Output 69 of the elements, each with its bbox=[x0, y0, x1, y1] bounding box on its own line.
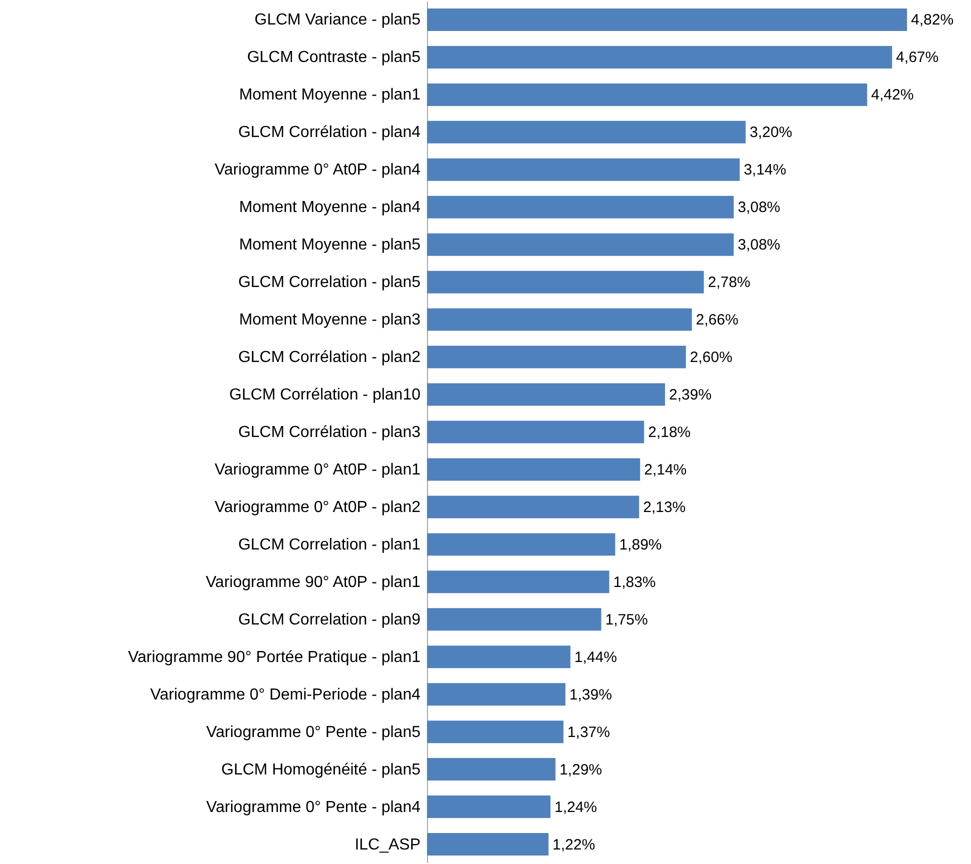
bar bbox=[427, 120, 746, 144]
data-label: 4,42% bbox=[871, 86, 914, 104]
bar bbox=[427, 83, 868, 106]
bar bbox=[427, 796, 550, 818]
bar bbox=[427, 158, 740, 181]
bar bbox=[427, 533, 616, 556]
y-tick-label: Moment Moyenne - plan3 bbox=[239, 312, 421, 329]
y-tick-label: Variogramme 90° Portée Pratique - plan1 bbox=[128, 648, 421, 666]
data-label: 2,39% bbox=[669, 386, 712, 404]
data-label: 3,08% bbox=[738, 236, 780, 254]
data-label: 1,75% bbox=[605, 611, 648, 628]
y-tick-label: Variogramme 0° At0P - plan1 bbox=[214, 461, 421, 478]
data-label: 1,39% bbox=[569, 686, 612, 704]
data-label: 3,20% bbox=[750, 124, 792, 142]
y-tick-label: Variogramme 90° At0P - plan1 bbox=[206, 574, 421, 591]
bar bbox=[427, 270, 704, 294]
y-tick-label: Variogramme 0° Pente - plan4 bbox=[206, 798, 421, 816]
bar bbox=[427, 420, 644, 444]
data-label: 1,89% bbox=[619, 536, 662, 554]
bar bbox=[427, 196, 734, 218]
data-label: 4,67% bbox=[896, 49, 939, 66]
data-label: 2,60% bbox=[690, 349, 732, 366]
data-label: 2,66% bbox=[696, 312, 738, 329]
y-tick-label: GLCM Correlation - plan9 bbox=[238, 611, 421, 628]
y-tick-label: Moment Moyenne - plan4 bbox=[239, 199, 421, 216]
y-tick-label: Variogramme 0° Demi-Periode - plan4 bbox=[150, 686, 421, 704]
bar bbox=[427, 8, 907, 31]
data-label: 1,44% bbox=[574, 648, 617, 666]
bar bbox=[427, 496, 640, 518]
y-tick-label: GLCM Corrélation - plan2 bbox=[238, 349, 421, 366]
bar bbox=[427, 233, 734, 256]
data-label: 2,18% bbox=[648, 424, 691, 441]
bar bbox=[427, 46, 892, 68]
bar bbox=[427, 346, 686, 368]
bar bbox=[427, 570, 610, 594]
y-tick-label: Variogramme 0° Pente - plan5 bbox=[206, 724, 421, 741]
bar bbox=[427, 458, 640, 481]
y-tick-label: GLCM Contraste - plan5 bbox=[247, 49, 421, 66]
bar bbox=[427, 720, 564, 744]
y-tick-label: Moment Moyenne - plan1 bbox=[239, 86, 421, 104]
bar bbox=[427, 646, 570, 668]
bar bbox=[427, 758, 556, 781]
data-label: 1,24% bbox=[554, 798, 598, 816]
y-tick-label: GLCM Variance - plan5 bbox=[254, 12, 421, 29]
data-label: 2,78% bbox=[708, 274, 750, 292]
bar bbox=[427, 383, 666, 406]
y-tick-label: Variogramme 0° At0P - plan2 bbox=[214, 498, 421, 516]
y-tick-label: Moment Moyenne - plan5 bbox=[239, 236, 421, 254]
bar bbox=[427, 608, 602, 631]
data-label: 3,14% bbox=[744, 162, 786, 179]
data-label: 2,14% bbox=[644, 461, 687, 478]
bar bbox=[427, 683, 566, 706]
y-tick-label: GLCM Corrélation - plan3 bbox=[238, 424, 421, 441]
y-tick-label: ILC_ASP bbox=[354, 836, 420, 854]
y-tick-label: GLCM Corrélation - plan10 bbox=[229, 386, 421, 404]
bar bbox=[427, 833, 548, 856]
y-tick-label: GLCM Correlation - plan1 bbox=[238, 536, 421, 554]
bar bbox=[427, 308, 692, 331]
data-label: 1,29% bbox=[559, 761, 602, 778]
y-tick-label: GLCM Corrélation - plan4 bbox=[238, 124, 421, 142]
data-label: 4,82% bbox=[911, 12, 954, 29]
data-label: 1,22% bbox=[552, 836, 596, 854]
y-tick-label: GLCM Correlation - plan5 bbox=[238, 274, 421, 292]
data-label: 2,13% bbox=[643, 498, 686, 516]
data-label: 1,37% bbox=[567, 724, 610, 741]
y-tick-label: Variogramme 0° At0P - plan4 bbox=[214, 162, 421, 179]
data-label: 3,08% bbox=[738, 199, 780, 216]
data-label: 1,83% bbox=[613, 574, 656, 591]
y-tick-label: GLCM Homogénéité - plan5 bbox=[221, 761, 421, 778]
